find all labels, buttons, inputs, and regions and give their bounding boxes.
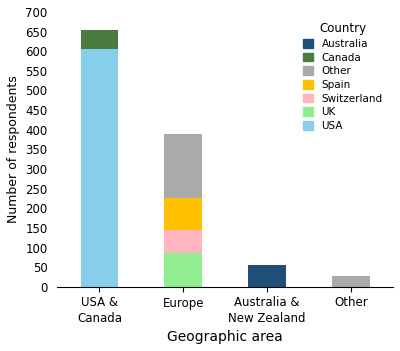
- X-axis label: Geographic area: Geographic area: [167, 330, 283, 344]
- Bar: [332, 276, 370, 287]
- Bar: [164, 230, 202, 253]
- Bar: [164, 134, 202, 198]
- Bar: [164, 253, 202, 287]
- Y-axis label: Number of respondents: Number of respondents: [7, 75, 20, 223]
- Bar: [248, 265, 286, 287]
- Bar: [80, 49, 118, 287]
- Bar: [164, 198, 202, 230]
- Legend: Australia, Canada, Other, Spain, Switzerland, UK, USA: Australia, Canada, Other, Spain, Switzer…: [298, 17, 388, 136]
- Bar: [80, 31, 118, 49]
